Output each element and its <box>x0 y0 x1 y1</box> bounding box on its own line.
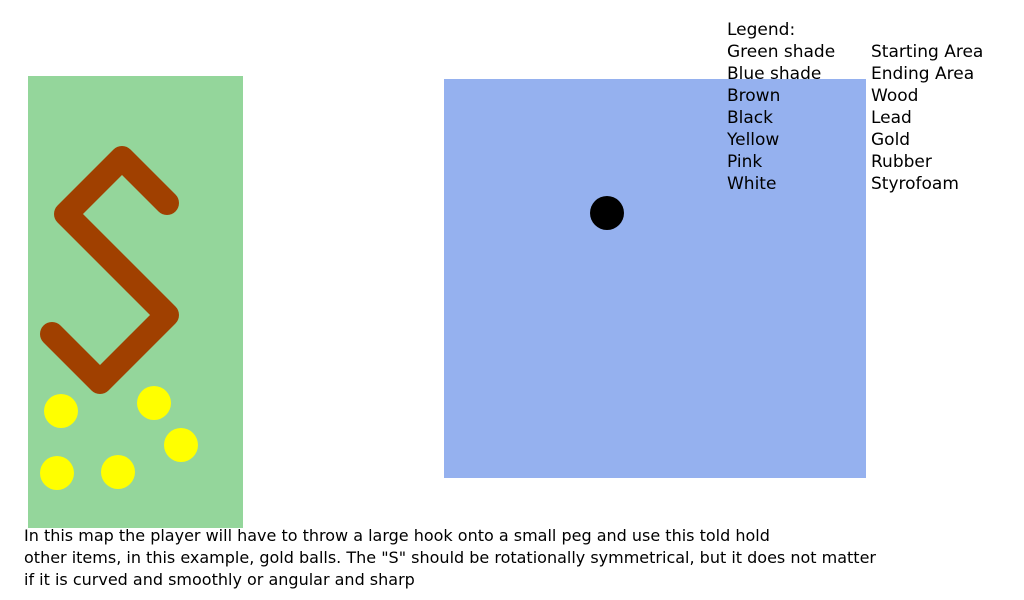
legend-key: Pink <box>727 152 763 172</box>
legend-key: White <box>727 174 777 194</box>
legend-row: White Styrofoam <box>727 173 983 195</box>
gold-ball <box>101 455 135 489</box>
s-hook-wood <box>40 146 179 394</box>
legend-row: Pink Rubber <box>727 151 983 173</box>
legend-key: Blue shade <box>727 64 822 84</box>
legend-row: Green shade Starting Area <box>727 41 983 63</box>
legend-value: Ending Area <box>871 64 975 84</box>
lead-peg <box>590 196 624 230</box>
legend-title: Legend: <box>727 20 796 40</box>
caption: In this map the player will have to thro… <box>24 525 1014 591</box>
legend-key: Brown <box>727 86 781 106</box>
legend-key: Black <box>727 108 773 128</box>
legend-value: Gold <box>871 130 911 150</box>
caption-line: if it is curved and smoothly or angular … <box>24 570 415 589</box>
caption-line: other items, in this example, gold balls… <box>24 548 876 567</box>
legend-value: Rubber <box>871 152 932 172</box>
gold-ball <box>40 456 74 490</box>
legend-value: Starting Area <box>871 42 984 62</box>
gold-ball <box>164 428 198 462</box>
starting-area <box>28 76 243 528</box>
gold-ball <box>44 394 78 428</box>
legend-row: Black Lead <box>727 107 983 129</box>
legend: Legend: Green shade Starting Area Blue s… <box>727 19 983 195</box>
legend-value: Styrofoam <box>871 174 959 194</box>
legend-key: Green shade <box>727 42 836 62</box>
legend-row: Blue shade Ending Area <box>727 63 983 85</box>
gold-ball <box>137 386 171 420</box>
legend-key: Yellow <box>727 130 780 150</box>
legend-value: Wood <box>871 86 919 106</box>
legend-value: Lead <box>871 108 912 128</box>
legend-row: Brown Wood <box>727 85 983 107</box>
caption-line: In this map the player will have to thro… <box>24 526 770 545</box>
legend-row: Yellow Gold <box>727 129 983 151</box>
ending-area <box>444 79 866 478</box>
